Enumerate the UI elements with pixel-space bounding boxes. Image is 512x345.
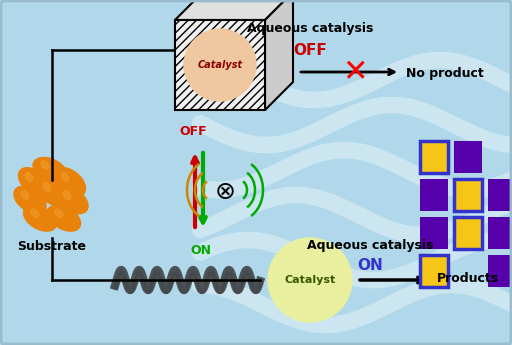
Bar: [420, 179, 448, 211]
Ellipse shape: [21, 190, 29, 199]
Ellipse shape: [33, 157, 67, 183]
Text: Aqueous catalysis: Aqueous catalysis: [247, 21, 373, 34]
Ellipse shape: [55, 209, 63, 217]
Bar: [175, 20, 265, 110]
Circle shape: [184, 29, 256, 101]
Ellipse shape: [14, 186, 46, 214]
Text: OFF: OFF: [293, 42, 327, 58]
Text: Catalyst: Catalyst: [198, 60, 243, 70]
Bar: [420, 141, 448, 173]
Text: ✕: ✕: [342, 59, 368, 88]
Ellipse shape: [41, 161, 49, 169]
Ellipse shape: [36, 178, 68, 206]
Ellipse shape: [24, 205, 56, 231]
Text: ON: ON: [190, 244, 211, 257]
Ellipse shape: [61, 172, 69, 181]
Ellipse shape: [63, 190, 71, 199]
Circle shape: [268, 238, 352, 322]
Text: ON: ON: [357, 257, 383, 273]
Bar: [454, 141, 482, 173]
Text: Products: Products: [437, 272, 499, 285]
Bar: [488, 217, 512, 249]
Ellipse shape: [18, 168, 50, 196]
Bar: [488, 255, 512, 287]
Ellipse shape: [56, 186, 88, 214]
Ellipse shape: [43, 183, 51, 191]
Bar: [420, 217, 448, 249]
Ellipse shape: [54, 168, 86, 196]
Text: No product: No product: [406, 67, 484, 79]
Ellipse shape: [26, 172, 33, 181]
Polygon shape: [175, 0, 293, 20]
Text: Catalyst: Catalyst: [284, 275, 336, 285]
Bar: [454, 217, 482, 249]
Text: Aqueous catalysis: Aqueous catalysis: [307, 238, 433, 252]
Text: Substrate: Substrate: [17, 240, 87, 253]
Text: ⊗: ⊗: [215, 180, 236, 204]
Ellipse shape: [48, 205, 80, 231]
Bar: [488, 179, 512, 211]
Text: OFF: OFF: [179, 125, 207, 138]
Polygon shape: [265, 0, 293, 110]
Bar: [454, 179, 482, 211]
Ellipse shape: [31, 209, 39, 217]
Bar: [420, 255, 448, 287]
